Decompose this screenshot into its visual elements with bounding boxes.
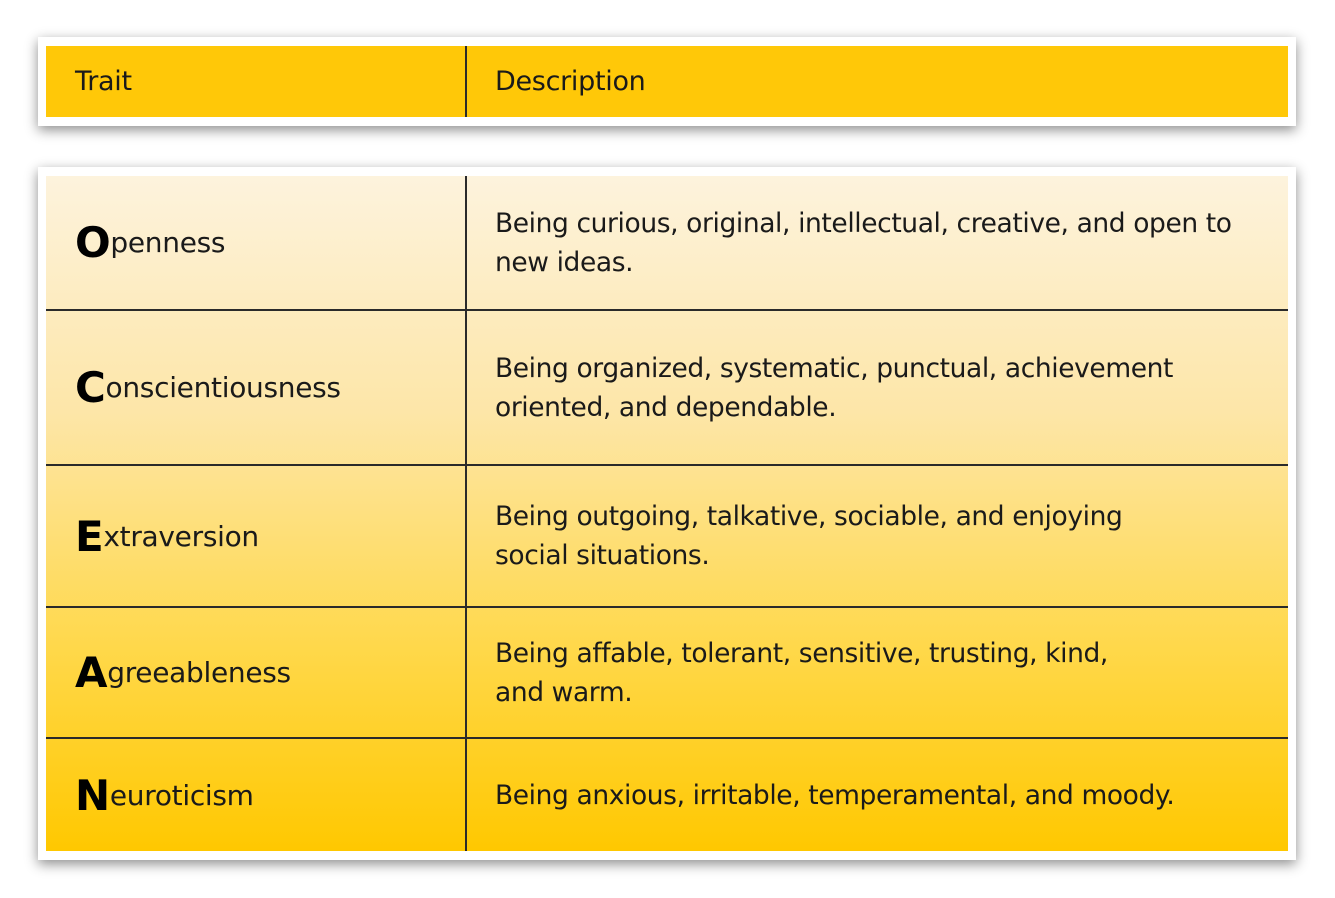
trait-name: onscientiousness (105, 371, 341, 404)
trait-name: euroticism (109, 778, 254, 812)
description-cell: Being curious, original, intellectual, c… (495, 207, 1232, 278)
header-trait: Trait (46, 46, 467, 117)
trait-initial: N (75, 770, 110, 820)
trait-initial: C (75, 363, 106, 412)
trait-initial: O (75, 218, 111, 267)
description-cell: Being affable, tolerant, sensitive, trus… (495, 637, 1108, 708)
header-description: Description (495, 66, 646, 97)
trait-name: penness (110, 226, 226, 259)
trait-name: greeableness (107, 656, 291, 689)
trait-name: xtraversion (103, 519, 259, 553)
trait-initial: A (75, 648, 108, 697)
description-cell: Being organized, systematic, punctual, a… (495, 352, 1174, 423)
header-row: Trait Description (46, 46, 1288, 117)
description-cell: Being anxious, irritable, temperamental,… (495, 779, 1175, 811)
table-header: Trait Description (38, 37, 1296, 126)
trait-initial: E (75, 511, 104, 561)
description-cell: Being outgoing, talkative, sociable, and… (495, 501, 1123, 571)
